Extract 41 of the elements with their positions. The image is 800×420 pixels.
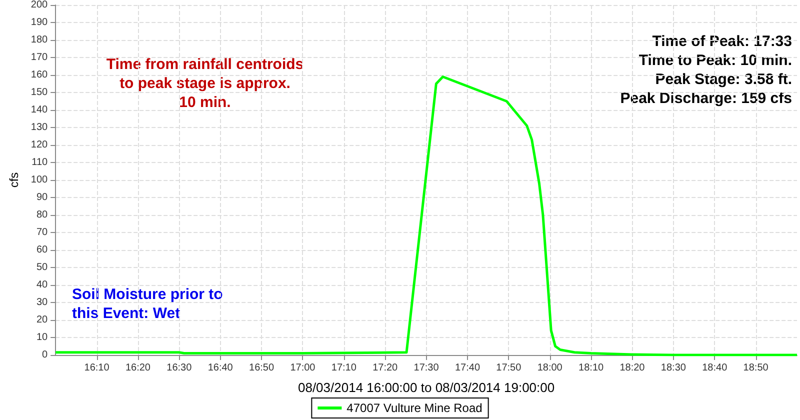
y-tick-label: 190 — [30, 17, 48, 28]
x-tick-label: 17:50 — [496, 362, 522, 374]
y-tick-label: 60 — [36, 244, 48, 256]
x-tick-label: 18:30 — [660, 362, 686, 374]
y-tick-label: 180 — [30, 34, 48, 46]
y-tick-label: 130 — [30, 122, 48, 133]
y-axis-title: cfs — [7, 172, 21, 188]
y-tick-label: 50 — [36, 262, 48, 273]
x-tick-label: 17:20 — [372, 362, 398, 374]
y-tick-label: 10 — [36, 332, 48, 343]
x-tick-label: 16:50 — [249, 362, 274, 374]
x-tick-label: 18:40 — [702, 362, 728, 374]
y-tick-label: 100 — [30, 174, 48, 186]
y-tick-label: 30 — [36, 297, 48, 308]
x-tick-label: 16:10 — [84, 362, 110, 374]
x-tick-label: 16:20 — [125, 362, 151, 374]
y-tick-label: 150 — [30, 87, 48, 98]
x-tick-label: 17:10 — [331, 362, 357, 374]
legend-label: 47007 Vulture Mine Road — [346, 401, 482, 415]
x-tick-label: 18:00 — [537, 362, 563, 374]
y-tick-label: 0 — [42, 350, 48, 360]
x-tick-label: 18:50 — [743, 362, 769, 374]
x-axis-title: 08/03/2014 16:00:00 to 08/03/2014 19:00:00 — [298, 380, 555, 395]
y-tick-label: 160 — [30, 70, 48, 80]
y-tick-label: 40 — [36, 280, 48, 290]
x-tick-label: 16:30 — [166, 362, 192, 374]
x-tick-label: 18:20 — [620, 362, 646, 374]
x-tick-label: 17:00 — [290, 362, 316, 374]
x-tick-label: 16:40 — [208, 362, 234, 374]
y-tick-label: 90 — [36, 192, 48, 203]
y-tick-label: 70 — [36, 227, 48, 238]
y-tick-label: 140 — [30, 104, 48, 116]
x-tick-label: 17:30 — [414, 362, 440, 374]
x-tick-label: 18:10 — [578, 362, 604, 374]
y-tick-label: 200 — [30, 0, 48, 10]
y-tick-label: 170 — [30, 52, 48, 63]
y-tick-label: 20 — [36, 314, 48, 326]
y-tick-label: 120 — [30, 140, 48, 150]
y-tick-label: 80 — [36, 210, 48, 220]
y-tick-label: 110 — [32, 157, 48, 168]
x-tick-label: 17:40 — [454, 362, 480, 374]
